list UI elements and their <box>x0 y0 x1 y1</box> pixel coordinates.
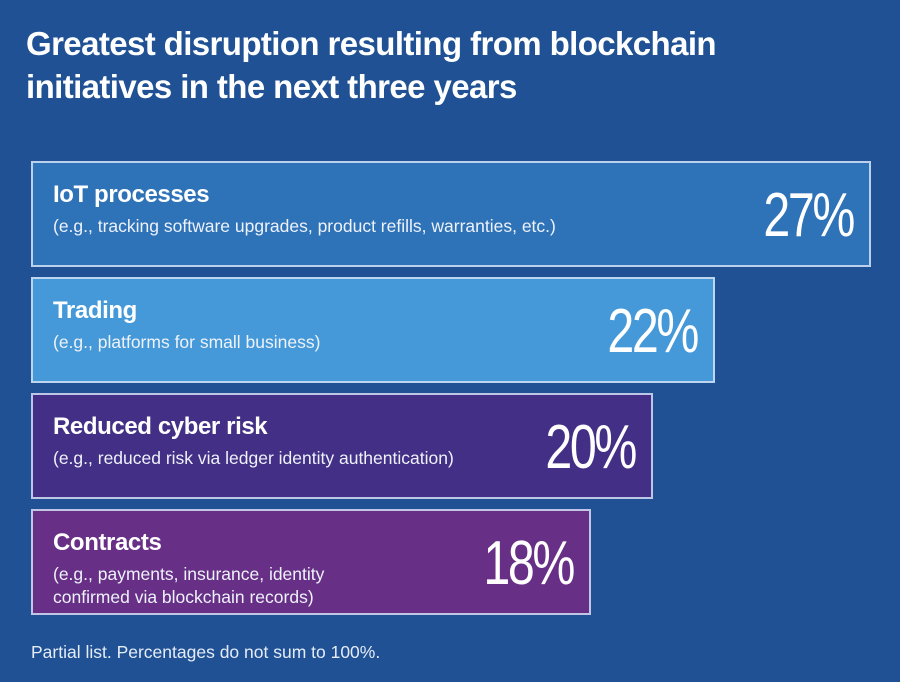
bar-description: (e.g., platforms for small business) <box>53 332 321 352</box>
bar-description: (e.g., reduced risk via ledger identity … <box>53 448 454 468</box>
bar-label: Reduced cyber risk <box>53 413 268 440</box>
bar-contracts: Contracts (e.g., payments, insurance, ide… <box>31 509 591 615</box>
bar-value-label: 27% <box>763 181 855 250</box>
footnote: Partial list. Percentages do not sum to … <box>31 642 381 662</box>
bar-value-label: 20% <box>545 413 637 482</box>
bar-iot-processes: IoT processes (e.g., tracking software up… <box>31 161 871 267</box>
bar-label: Trading <box>53 297 137 324</box>
bar-trading: Trading (e.g., platforms for small busine… <box>31 277 715 383</box>
chart-title: Greatest disruption resulting from block… <box>26 25 717 105</box>
bar-value-label: 18% <box>483 529 575 598</box>
bar-label: Contracts <box>53 529 162 556</box>
bar-reduced-cyber-risk: Reduced cyber risk (e.g., reduced risk vi… <box>31 393 653 499</box>
bar-value-label: 22% <box>607 297 699 366</box>
bar-description: (e.g., payments, insurance, identity con… <box>53 564 325 607</box>
bar-description: (e.g., tracking software upgrades, produ… <box>53 216 556 236</box>
bar-label: IoT processes <box>53 181 210 208</box>
